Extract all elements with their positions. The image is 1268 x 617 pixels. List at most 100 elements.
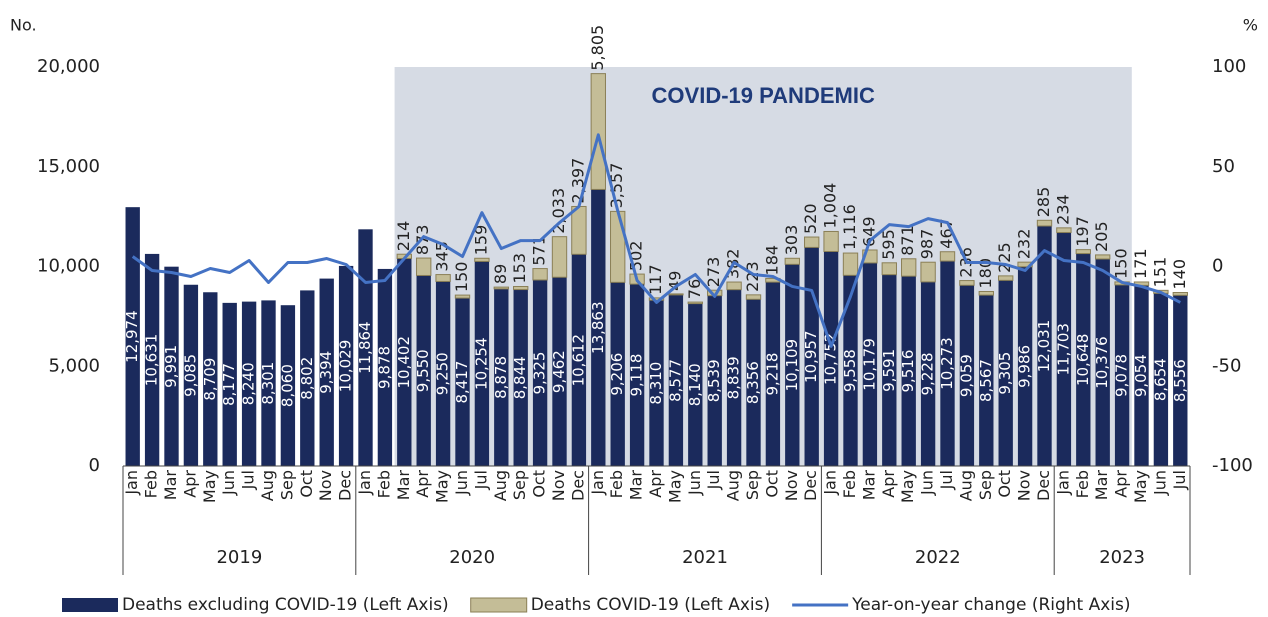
bar-covid <box>842 252 859 276</box>
covid-label: 571 <box>530 235 549 266</box>
x-tick-label: Apr <box>879 470 898 498</box>
bar-excl <box>707 295 722 466</box>
bar-excl <box>552 277 567 466</box>
bar-excl <box>629 284 645 466</box>
y2-tick-label: 0 <box>1212 256 1223 277</box>
x-tick-label: May <box>433 470 452 503</box>
x-tick-label: Nov <box>316 470 335 501</box>
x-tick-label: Feb <box>374 470 393 498</box>
bar-label: 11,703 <box>1054 323 1072 376</box>
bar-label: 8,844 <box>511 356 529 399</box>
bar-excl <box>338 265 354 466</box>
bar-label: 9,218 <box>763 353 781 396</box>
x-tick-label: May <box>1131 470 1150 503</box>
year-label: 2023 <box>1099 547 1145 568</box>
bar-excl <box>998 280 1013 466</box>
bar-excl <box>532 279 548 466</box>
bar-covid <box>1095 254 1111 260</box>
bar-excl <box>164 266 179 466</box>
x-tick-label: Sep <box>277 470 296 500</box>
bar-label: 10,273 <box>938 337 956 390</box>
covid-label: 520 <box>801 203 820 234</box>
covid-label: 2,033 <box>549 188 568 234</box>
bar-label: 8,802 <box>298 357 316 400</box>
bar-label: 9,550 <box>414 349 432 392</box>
bar-label: 8,577 <box>666 359 684 402</box>
x-tick-label: Dec <box>1034 470 1053 501</box>
bar-excl <box>1114 284 1130 466</box>
covid-label: 214 <box>394 221 413 252</box>
bar-excl <box>765 282 781 466</box>
bar-label: 10,179 <box>860 338 878 391</box>
bar-label: 8,654 <box>1151 358 1169 401</box>
bar-excl <box>823 251 839 466</box>
x-tick-label: Nov <box>782 470 801 501</box>
bar-label: 9,228 <box>919 352 937 395</box>
bar-excl <box>358 229 373 466</box>
x-tick-label: May <box>200 470 219 503</box>
bar-excl <box>319 278 334 466</box>
covid-label: 303 <box>782 225 801 256</box>
bar-label: 8,240 <box>240 362 258 405</box>
bar-label: 10,648 <box>1074 334 1092 387</box>
bar-excl <box>862 262 878 466</box>
covid-label: 5,805 <box>588 25 607 71</box>
covid-label: 180 <box>976 258 995 289</box>
bar-excl <box>571 254 587 466</box>
bar-label: 11,864 <box>356 321 374 374</box>
bar-label: 9,878 <box>375 346 393 389</box>
bar-label: 9,394 <box>317 351 335 394</box>
bar-excl <box>882 274 897 466</box>
covid-label: 273 <box>704 257 723 288</box>
x-tick-label: Sep <box>976 470 995 500</box>
bar-excl <box>474 261 490 466</box>
bar-covid <box>978 290 994 296</box>
y-tick-label: 5,000 <box>48 355 100 376</box>
bar-label: 9,591 <box>880 349 898 392</box>
x-tick-label: Jan <box>1053 470 1072 496</box>
right-axis-label: % <box>1243 16 1258 35</box>
x-tick-label: Jun <box>1150 470 1169 496</box>
x-tick-label: Mar <box>161 470 180 501</box>
covid-label: 159 <box>471 225 490 256</box>
x-tick-label: Feb <box>607 470 626 498</box>
covid-label: 987 <box>918 229 937 260</box>
x-tick-label: Dec <box>801 470 820 501</box>
x-tick-label: Oct <box>995 470 1014 498</box>
x-tick-label: May <box>665 470 684 503</box>
bar-excl <box>435 281 451 466</box>
x-tick-label: Feb <box>840 470 859 498</box>
bar-covid <box>474 257 490 262</box>
bar-covid <box>1036 219 1053 227</box>
covid-label: 76 <box>685 279 704 299</box>
yoy-line <box>131 133 1181 348</box>
bar-excl <box>144 253 160 466</box>
y2-tick-label: -50 <box>1212 355 1241 376</box>
year-label: 2020 <box>449 547 495 568</box>
y-tick-label: 10,000 <box>37 256 100 277</box>
bar-excl <box>300 290 315 466</box>
bar-label: 9,085 <box>181 354 199 397</box>
bar-covid <box>1056 227 1072 234</box>
bar-label: 9,250 <box>434 352 452 395</box>
covid-label: 467 <box>937 218 956 249</box>
legend-label: Deaths COVID-19 (Left Axis) <box>531 595 770 615</box>
legend-swatch <box>470 597 528 613</box>
x-tick-label: Jun <box>452 470 471 496</box>
y-tick-label: 15,000 <box>37 156 100 177</box>
bar-excl <box>183 284 199 466</box>
x-tick-label: Sep <box>510 470 529 500</box>
bar-label: 8,556 <box>1171 359 1189 402</box>
bar-label: 9,054 <box>1132 354 1150 397</box>
bar-excl <box>125 207 140 466</box>
covid-label: 151 <box>1150 257 1169 288</box>
bar-label: 9,991 <box>162 345 180 388</box>
x-tick-label: Aug <box>258 470 277 501</box>
bar-label: 9,206 <box>608 353 626 396</box>
x-tick-label: Jun <box>918 470 937 496</box>
x-tick-label: Feb <box>142 470 161 498</box>
bar-label: 10,957 <box>802 330 820 383</box>
bar-covid <box>668 293 684 296</box>
x-tick-label: Oct <box>530 470 549 498</box>
bar-label: 9,118 <box>628 354 646 397</box>
